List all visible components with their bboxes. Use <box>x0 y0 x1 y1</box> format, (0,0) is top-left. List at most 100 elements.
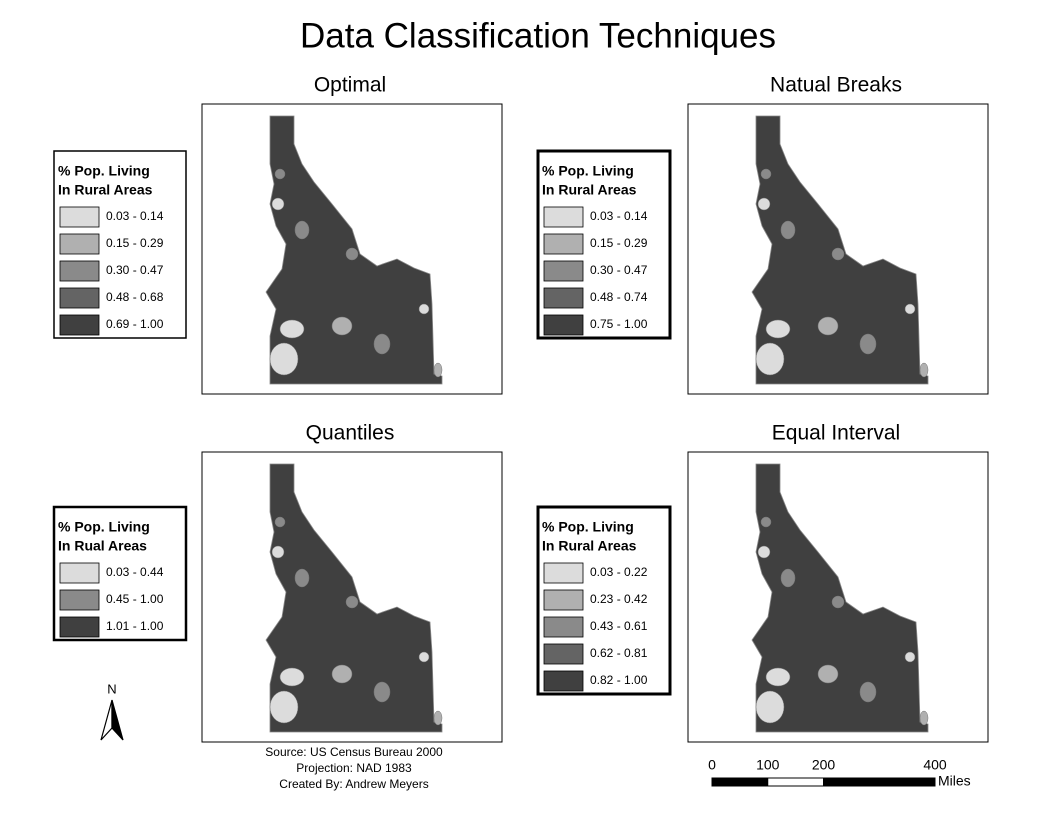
county-patch <box>760 168 772 180</box>
county-patch <box>274 516 286 528</box>
county-patch <box>279 319 305 339</box>
legend-swatch <box>543 616 584 638</box>
county-patch <box>757 197 771 211</box>
legend-label: 1.01 - 1.00 <box>106 619 164 633</box>
north-label: N <box>107 681 116 696</box>
legend-label: 0.23 - 0.42 <box>590 592 648 606</box>
county-patch <box>780 220 796 240</box>
legend-swatch <box>59 233 100 255</box>
legend-swatch <box>59 287 100 309</box>
north-arrow <box>100 699 124 741</box>
legend-label: 0.15 - 0.29 <box>590 236 648 250</box>
legend-title: % Pop. Living <box>542 519 634 535</box>
legend-label: 0.03 - 0.44 <box>106 565 164 579</box>
legend-swatch <box>543 287 584 309</box>
county-patch <box>760 516 772 528</box>
county-patch <box>831 247 845 261</box>
county-patch <box>331 664 353 684</box>
legend-label: 0.30 - 0.47 <box>106 263 164 277</box>
scale-unit: Miles <box>938 773 971 789</box>
legend-label: 0.48 - 0.68 <box>106 290 164 304</box>
legend-label: 0.69 - 1.00 <box>106 317 164 331</box>
legend-label: 0.48 - 0.74 <box>590 290 648 304</box>
legend-swatch <box>59 206 100 228</box>
county-patch <box>294 568 310 588</box>
legend-title: In Rural Areas <box>58 182 153 198</box>
page-title: Data Classification Techniques <box>300 16 776 55</box>
legend-title: In Rural Areas <box>542 538 637 554</box>
legend-title: In Rual Areas <box>58 538 147 554</box>
legend-title: In Rural Areas <box>542 182 637 198</box>
county-patch <box>274 168 286 180</box>
county-patch <box>859 333 877 355</box>
legend-label: 0.82 - 1.00 <box>590 673 648 687</box>
legend-swatch <box>59 260 100 282</box>
county-patch <box>919 710 929 726</box>
county-patch <box>271 545 285 559</box>
county-patch <box>418 303 430 315</box>
legend-title: % Pop. Living <box>58 519 150 535</box>
county-patch <box>433 362 443 378</box>
legend-label: 0.03 - 0.14 <box>106 209 164 223</box>
legend-label: 0.15 - 0.29 <box>106 236 164 250</box>
county-patch <box>294 220 310 240</box>
scale-label: 0 <box>708 757 716 773</box>
legend-swatch <box>543 233 584 255</box>
credit-line: Projection: NAD 1983 <box>296 761 412 775</box>
map-title: Optimal <box>314 74 386 97</box>
county-patch <box>373 333 391 355</box>
legend-swatch <box>543 562 584 584</box>
scale-label: 100 <box>756 757 780 773</box>
legend-label: 0.75 - 1.00 <box>590 317 648 331</box>
county-patch <box>373 681 391 703</box>
legend-swatch <box>543 643 584 665</box>
county-patch <box>331 316 353 336</box>
scale-segment <box>823 777 936 787</box>
county-patch <box>279 667 305 687</box>
county-patch <box>271 197 285 211</box>
legend-label: 0.03 - 0.22 <box>590 565 648 579</box>
legend-swatch <box>59 616 100 638</box>
legend-swatch <box>59 562 100 584</box>
county-patch <box>817 664 839 684</box>
county-patch <box>780 568 796 588</box>
county-patch <box>904 651 916 663</box>
scale-segment <box>711 777 769 787</box>
legend-label: 0.03 - 0.14 <box>590 209 648 223</box>
map-title: Equal Interval <box>772 422 900 445</box>
legend-swatch <box>543 314 584 336</box>
county-patch <box>755 342 785 376</box>
county-patch <box>919 362 929 378</box>
county-patch <box>418 651 430 663</box>
county-patch <box>269 342 299 376</box>
county-patch <box>831 595 845 609</box>
legend-swatch <box>543 260 584 282</box>
county-patch <box>859 681 877 703</box>
county-patch <box>757 545 771 559</box>
credit-line: Created By: Andrew Meyers <box>279 777 428 791</box>
legend-label: 0.45 - 1.00 <box>106 592 164 606</box>
legend-title: % Pop. Living <box>542 163 634 179</box>
legend-swatch <box>543 206 584 228</box>
legend-swatch <box>543 589 584 611</box>
legend-swatch <box>543 670 584 692</box>
legend-label: 0.30 - 0.47 <box>590 263 648 277</box>
scale-segment <box>767 777 824 787</box>
county-patch <box>765 319 791 339</box>
legend-title: % Pop. Living <box>58 163 150 179</box>
county-patch <box>904 303 916 315</box>
scale-label: 400 <box>923 757 947 773</box>
legend-label: 0.62 - 0.81 <box>590 646 648 660</box>
legend-swatch <box>59 589 100 611</box>
legend-label: 0.43 - 0.61 <box>590 619 648 633</box>
map-title: Quantiles <box>306 422 395 445</box>
scale-label: 200 <box>812 757 836 773</box>
county-patch <box>345 247 359 261</box>
county-patch <box>269 690 299 724</box>
county-patch <box>755 690 785 724</box>
map-title: Natual Breaks <box>770 74 902 97</box>
county-patch <box>345 595 359 609</box>
county-patch <box>433 710 443 726</box>
county-patch <box>817 316 839 336</box>
